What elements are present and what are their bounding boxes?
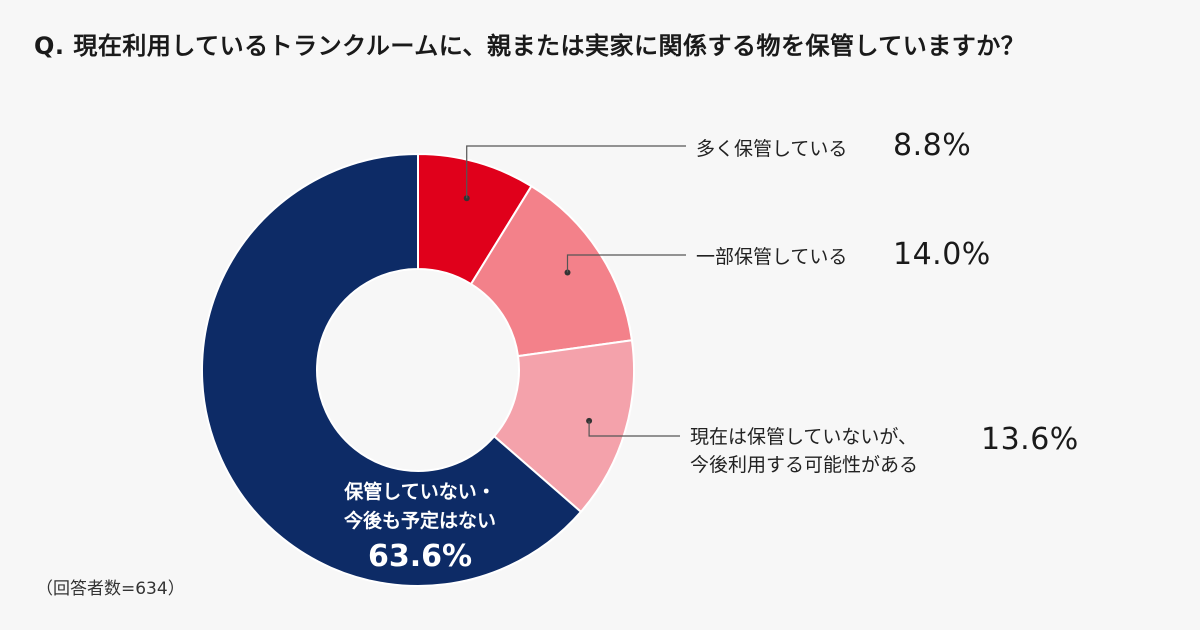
- slice-label-many: 多く保管している: [696, 138, 848, 160]
- leader-line-partial: [566, 254, 686, 273]
- slice-none: [201, 152, 583, 587]
- slice-label-none: 保管していない・ 今後も予定はない 63.6%: [300, 478, 540, 574]
- slice-value-many: 8.8%: [893, 128, 972, 163]
- slice-label-none-line2: 今後も予定はない: [343, 510, 496, 533]
- slice-future: [492, 339, 635, 514]
- slice-label-partial: 一部保管している: [696, 246, 848, 268]
- slice-value-none: 63.6%: [367, 538, 473, 574]
- slice-label-future-line1: 現在は保管していないが、: [690, 426, 918, 448]
- question-title: Q. 現在利用しているトランクルームに、親または実家に関係する物を保管しています…: [34, 32, 1026, 60]
- slice-label-none-line1: 保管していない・: [344, 481, 496, 503]
- respondent-count: （回答者数=634）: [36, 579, 185, 599]
- leader-line-future: [588, 420, 680, 437]
- slice-label-future: 現在は保管していないが、 今後利用する可能性がある: [690, 424, 918, 479]
- leader-line-many: [466, 145, 686, 199]
- slice-value-partial: 14.0%: [893, 237, 991, 272]
- slice-partial: [469, 184, 634, 358]
- slice-value-future: 13.6%: [981, 422, 1079, 457]
- slice-label-future-line2: 今後利用する可能性がある: [690, 453, 919, 476]
